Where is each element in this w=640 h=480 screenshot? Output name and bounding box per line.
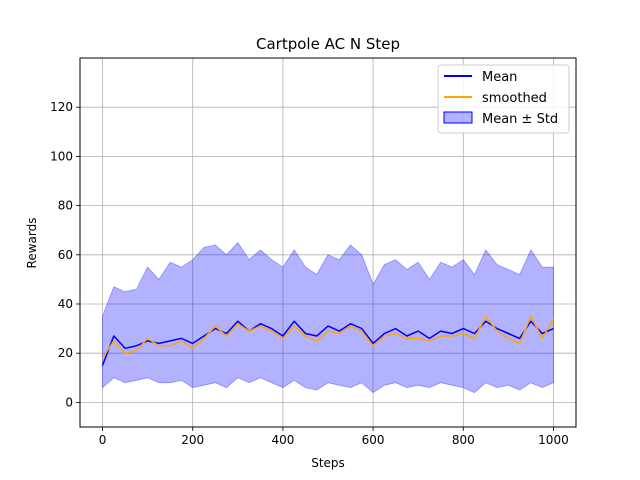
smoothed-line-layer [101, 315, 555, 359]
x-tick-label: 600 [362, 433, 385, 447]
x-tick-label: 1000 [538, 433, 569, 447]
y-tick-label: 20 [58, 346, 73, 360]
y-axis-ticks: 0 20 40 60 80 100 120 [50, 100, 80, 409]
y-tick-label: 100 [50, 149, 73, 163]
legend-box [437, 64, 570, 134]
std-band [102, 241, 554, 394]
legend-smoothed-label: smoothed [482, 91, 547, 106]
smoothed-line [101, 315, 555, 359]
x-tick-label: 800 [452, 433, 475, 447]
std-band-layer [102, 241, 554, 394]
legend-band-swatch [443, 111, 473, 124]
chart-title: Cartpole AC N Step [256, 35, 400, 53]
axes-frame [79, 57, 577, 428]
legend-band-label: Mean ± Std [482, 112, 558, 127]
x-axis-ticks: 0 200 400 600 800 1000 [99, 427, 569, 447]
y-tick-label: 120 [50, 100, 73, 114]
x-axis-label: Steps [311, 456, 345, 470]
y-tick-label: 0 [65, 395, 73, 409]
x-tick-label: 0 [99, 433, 107, 447]
y-tick-label: 40 [58, 297, 73, 311]
y-tick-label: 80 [58, 199, 73, 213]
x-tick-label: 200 [181, 433, 204, 447]
y-axis-label: Rewards [25, 218, 39, 269]
legend: Mean smoothed Mean ± Std [437, 64, 570, 134]
grid [80, 58, 576, 427]
legend-mean-label: Mean [482, 70, 517, 85]
y-tick-label: 60 [58, 248, 73, 262]
x-tick-label: 400 [271, 433, 294, 447]
